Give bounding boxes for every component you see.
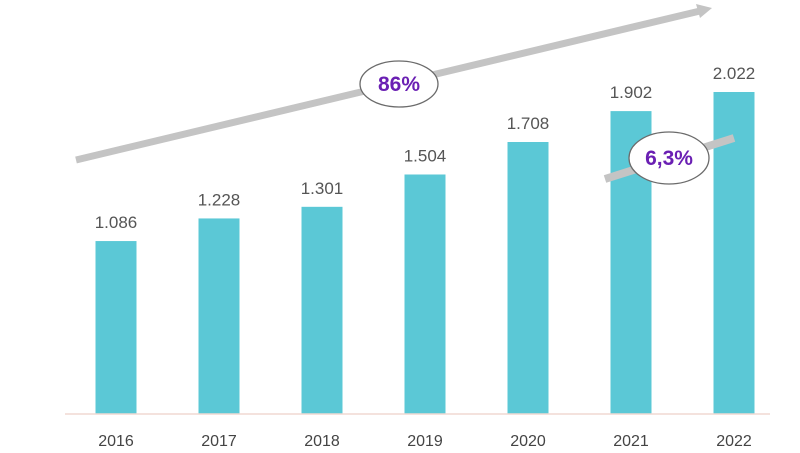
bar-2019 [404, 174, 446, 414]
callout-ellipse-2 [628, 131, 710, 185]
x-tick-label-2016: 2016 [98, 433, 134, 450]
x-tick-label-2017: 2017 [201, 433, 237, 450]
long-trend-arrow-head [696, 4, 712, 18]
x-tick-label-2022: 2022 [716, 433, 752, 450]
value-label-2018: 1.301 [301, 179, 344, 198]
bar-2018 [301, 206, 343, 414]
value-label-2020: 1.708 [507, 114, 550, 133]
bar-2020 [507, 142, 549, 414]
value-label-2016: 1.086 [95, 213, 138, 232]
value-label-2022: 2.022 [713, 64, 756, 83]
callout-text-1: 86% [378, 73, 420, 96]
x-tick-label-2018: 2018 [304, 433, 340, 450]
value-label-2021: 1.902 [610, 83, 653, 102]
callout-ellipse-1 [359, 60, 439, 108]
x-tick-label-2020: 2020 [510, 433, 546, 450]
bars [95, 92, 755, 414]
bar-2016 [95, 241, 137, 414]
bar-2017 [198, 218, 240, 414]
value-labels: 1.086 1.228 1.301 1.504 1.708 1.902 2.022 [95, 64, 756, 232]
value-label-2019: 1.504 [404, 146, 447, 165]
x-tick-label-2019: 2019 [407, 433, 443, 450]
value-label-2017: 1.228 [198, 190, 241, 209]
x-tick-labels: 2016 2017 2018 2019 2020 2021 2022 [98, 433, 752, 450]
callout-text-2: 6,3% [645, 147, 693, 170]
growth-callouts: 86% 6,3% [359, 60, 736, 185]
x-tick-label-2021: 2021 [613, 433, 649, 450]
